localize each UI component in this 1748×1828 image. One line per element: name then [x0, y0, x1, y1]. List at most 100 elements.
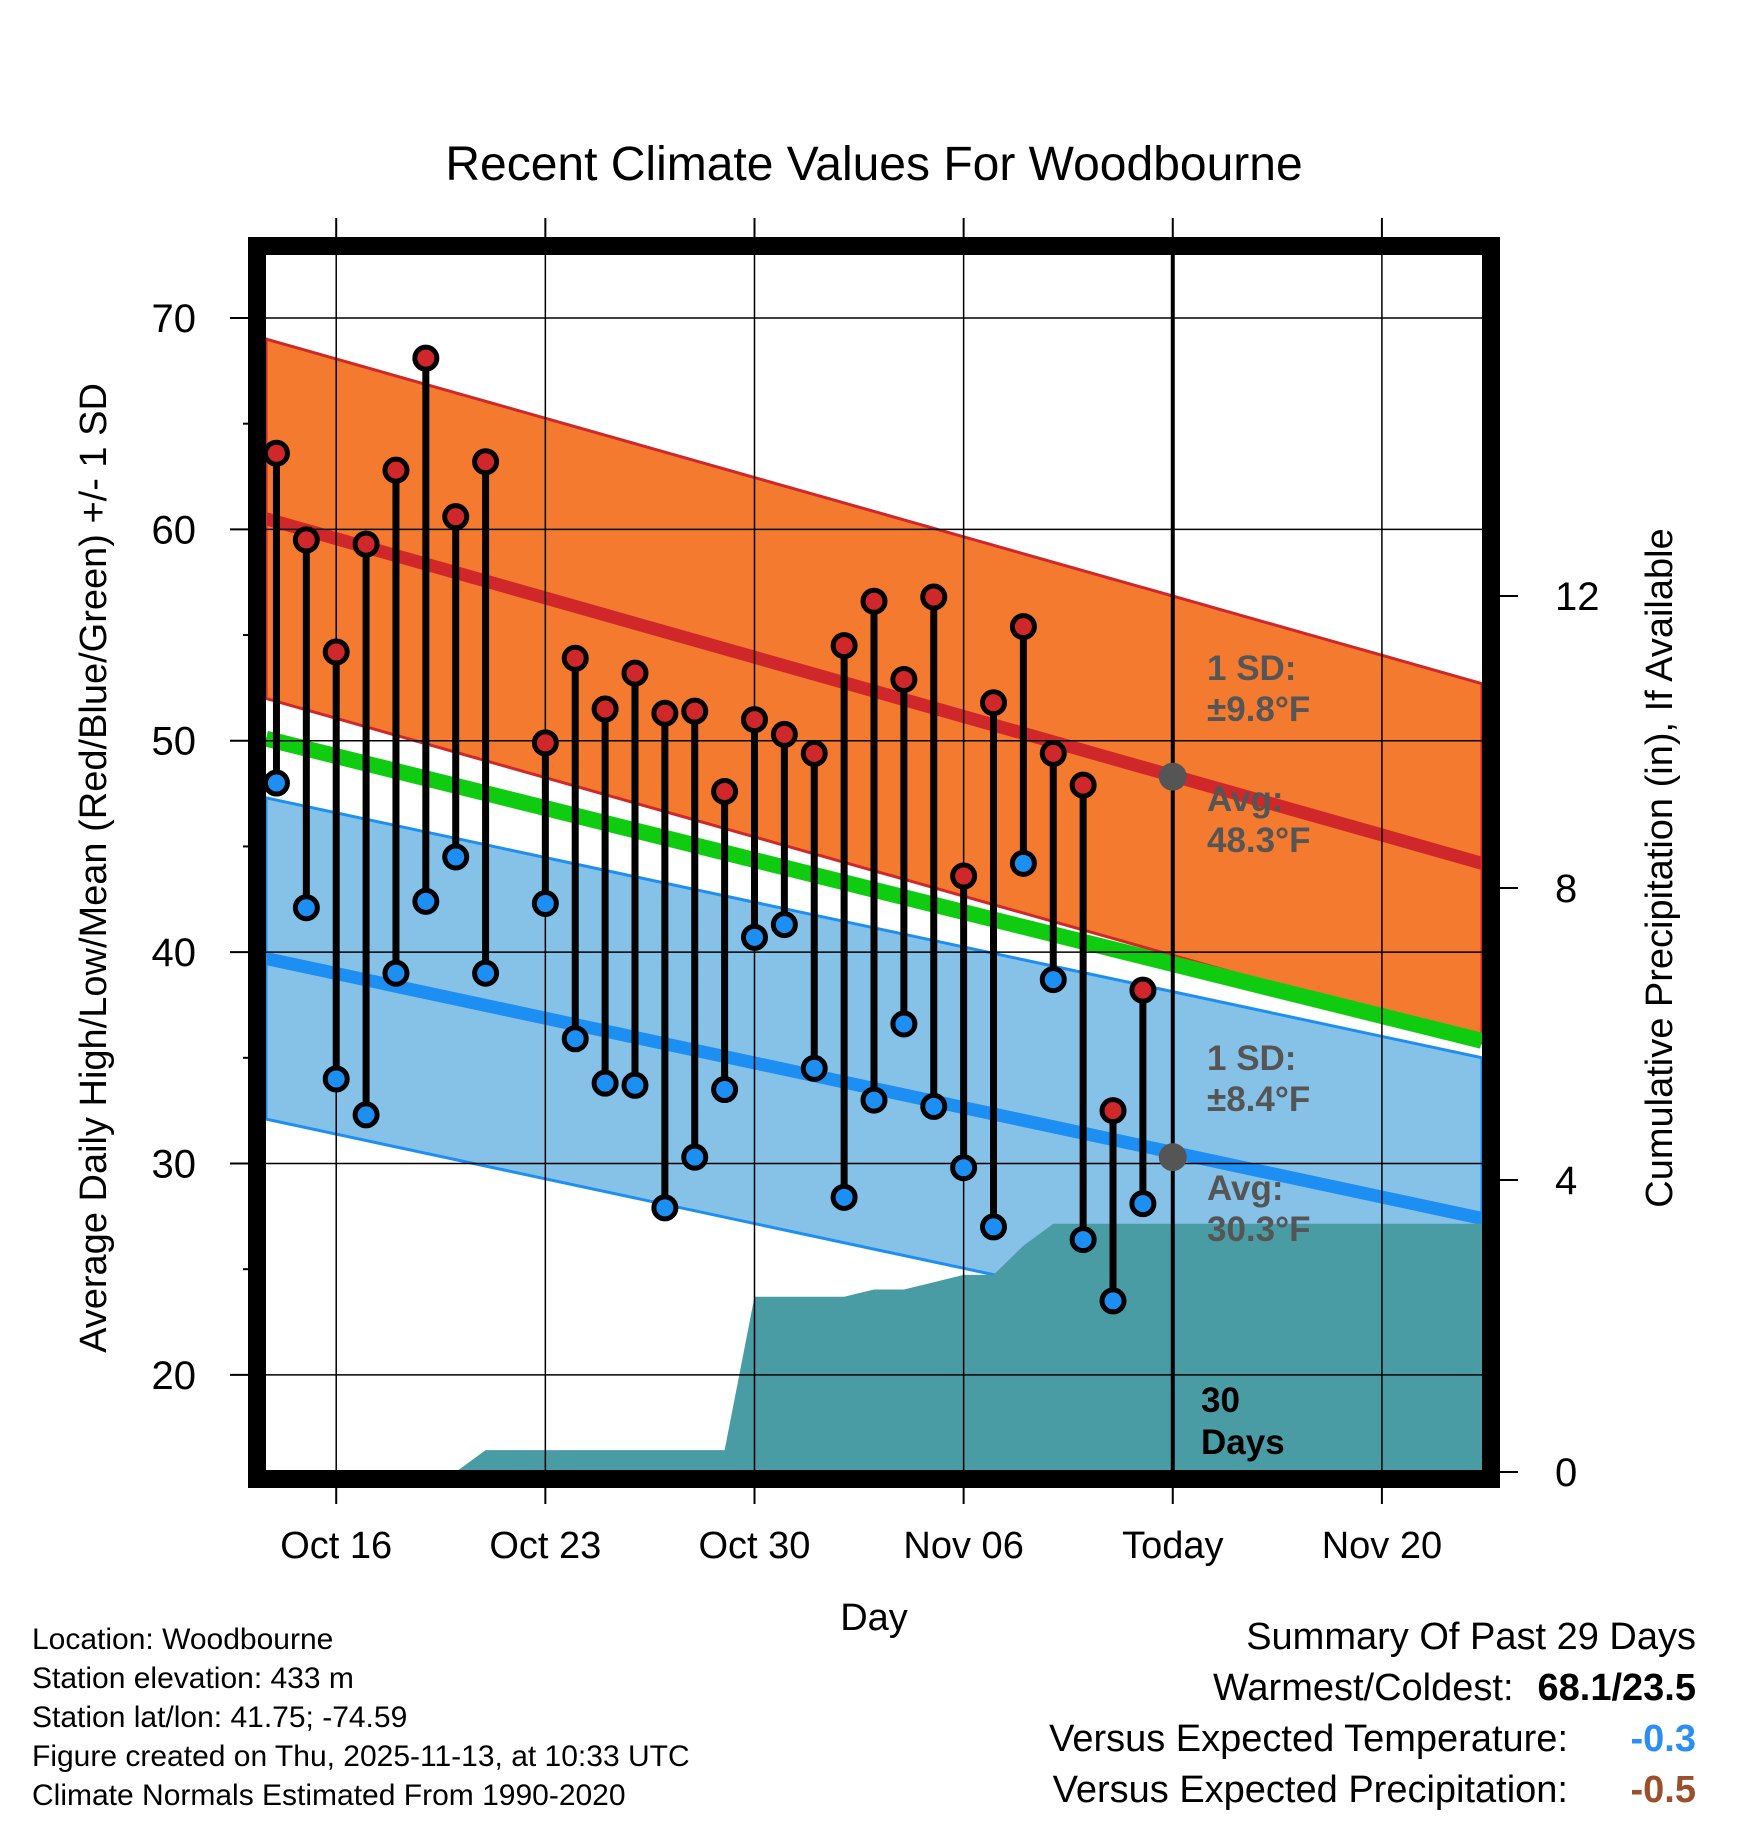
temp-departure-label: Versus Expected Temperature: — [1049, 1718, 1568, 1760]
low-point-8 — [531, 890, 559, 918]
high-point-0 — [266, 439, 290, 467]
low-point-18 — [830, 1183, 858, 1211]
low-point-28 — [1129, 1190, 1157, 1218]
high-point-11 — [621, 659, 649, 687]
x-tick-label-3: Nov 06 — [903, 1525, 1023, 1567]
chart-title: Recent Climate Values For Woodbourne — [445, 138, 1302, 191]
low-avg-label: Avg: — [1207, 1169, 1283, 1208]
low-point-7 — [472, 959, 500, 987]
low-point-26 — [1069, 1226, 1097, 1254]
high-point-10 — [591, 695, 619, 723]
warmest-label: Warmest/Coldest: — [1212, 1667, 1514, 1709]
precip-departure-label: Versus Expected Precipitation: — [1052, 1769, 1568, 1811]
summary-heading: Summary Of Past 29 Days — [1246, 1616, 1696, 1658]
high-point-13 — [681, 697, 709, 725]
precip-departure-value: -0.5 — [1630, 1769, 1696, 1811]
high-avg-value: 48.3°F — [1207, 821, 1311, 860]
low-point-13 — [681, 1143, 709, 1171]
period-unit: Days — [1201, 1423, 1285, 1462]
low-point-4 — [382, 959, 410, 987]
high-point-14 — [711, 777, 739, 805]
y2-tick-label-4: 4 — [1555, 1159, 1577, 1203]
high-point-7 — [472, 448, 500, 476]
low-point-17 — [800, 1054, 828, 1082]
high-point-21 — [920, 583, 948, 611]
low-point-9 — [561, 1025, 589, 1053]
low-point-14 — [711, 1076, 739, 1104]
low-point-6 — [442, 843, 470, 871]
high-point-1 — [292, 526, 320, 554]
low-point-23 — [980, 1213, 1008, 1241]
today-low-avg-marker — [1158, 1143, 1187, 1172]
low-sd-value: ±8.4°F — [1207, 1080, 1310, 1119]
x-tick-label-0: Oct 16 — [280, 1525, 392, 1567]
y2-tick-label-12: 12 — [1555, 575, 1600, 619]
high-point-23 — [980, 689, 1008, 717]
low-point-24 — [1009, 849, 1037, 877]
low-point-12 — [651, 1194, 679, 1222]
x-tick-label-4: Today — [1122, 1525, 1223, 1567]
y-tick-label-60: 60 — [152, 508, 197, 552]
precip-area — [458, 1223, 1482, 1470]
created-text: Figure created on Thu, 2025-11-13, at 10… — [32, 1740, 690, 1773]
summary-panel: Summary Of Past 29 Days Warmest/Coldest:… — [1049, 1612, 1696, 1816]
low-point-5 — [412, 887, 440, 915]
high-point-4 — [382, 456, 410, 484]
high-point-3 — [352, 530, 380, 558]
low-point-0 — [266, 769, 290, 797]
high-point-6 — [442, 503, 470, 531]
high-point-15 — [740, 706, 768, 734]
high-point-2 — [322, 638, 350, 666]
x-tick-label-2: Oct 30 — [699, 1525, 811, 1567]
high-point-5 — [412, 344, 440, 372]
y-tick-label-40: 40 — [152, 931, 197, 975]
summary-warmest-row: Warmest/Coldest: 68.1/23.5 — [1049, 1663, 1696, 1714]
y-tick-label-30: 30 — [152, 1143, 197, 1187]
low-point-3 — [352, 1101, 380, 1129]
high-point-17 — [800, 739, 828, 767]
plot-frame — [248, 237, 1500, 1488]
y2-tick-label-8: 8 — [1555, 867, 1577, 911]
x-tick-label-1: Oct 23 — [489, 1525, 601, 1567]
high-point-27 — [1099, 1097, 1127, 1125]
summary-precip-row: Versus Expected Precipitation: -0.5 — [1049, 1765, 1696, 1816]
low-point-15 — [740, 923, 768, 951]
high-point-26 — [1069, 771, 1097, 799]
high-point-22 — [950, 862, 978, 890]
low-point-20 — [890, 1010, 918, 1038]
high-point-16 — [770, 720, 798, 748]
high-point-8 — [531, 729, 559, 757]
y-tick-label-20: 20 — [152, 1354, 197, 1398]
y2-axis-label: Cumulative Precipitation (in), If Availa… — [1639, 528, 1681, 1207]
high-point-18 — [830, 632, 858, 660]
high-point-28 — [1129, 976, 1157, 1004]
elevation-text: Station elevation: 433 m — [32, 1662, 354, 1695]
location-text: Location: Woodbourne — [32, 1623, 334, 1656]
high-sd-value: ±9.8°F — [1207, 690, 1310, 729]
high-point-19 — [860, 587, 888, 615]
normals-text: Climate Normals Estimated From 1990-2020 — [32, 1779, 626, 1812]
low-avg-value: 30.3°F — [1207, 1210, 1311, 1249]
low-point-19 — [860, 1086, 888, 1114]
low-point-16 — [770, 911, 798, 939]
low-point-22 — [950, 1154, 978, 1182]
high-point-20 — [890, 665, 918, 693]
low-point-2 — [322, 1065, 350, 1093]
high-point-25 — [1039, 739, 1067, 767]
x-axis-label: Day — [840, 1597, 908, 1639]
latlon-text: Station lat/lon: 41.75; -74.59 — [32, 1701, 408, 1734]
high-sd-label: 1 SD: — [1207, 649, 1296, 688]
low-sd-label: 1 SD: — [1207, 1039, 1296, 1078]
low-point-1 — [292, 894, 320, 922]
summary-temp-row: Versus Expected Temperature: -0.3 — [1049, 1714, 1696, 1765]
low-point-11 — [621, 1071, 649, 1099]
x-tick-label-5: Nov 20 — [1322, 1525, 1442, 1567]
station-info: Location: Woodbourne Station elevation: … — [32, 1620, 690, 1815]
warmest-value: 68.1/23.5 — [1537, 1667, 1696, 1709]
low-point-25 — [1039, 966, 1067, 994]
today-high-avg-marker — [1158, 762, 1187, 791]
low-point-27 — [1099, 1287, 1127, 1315]
